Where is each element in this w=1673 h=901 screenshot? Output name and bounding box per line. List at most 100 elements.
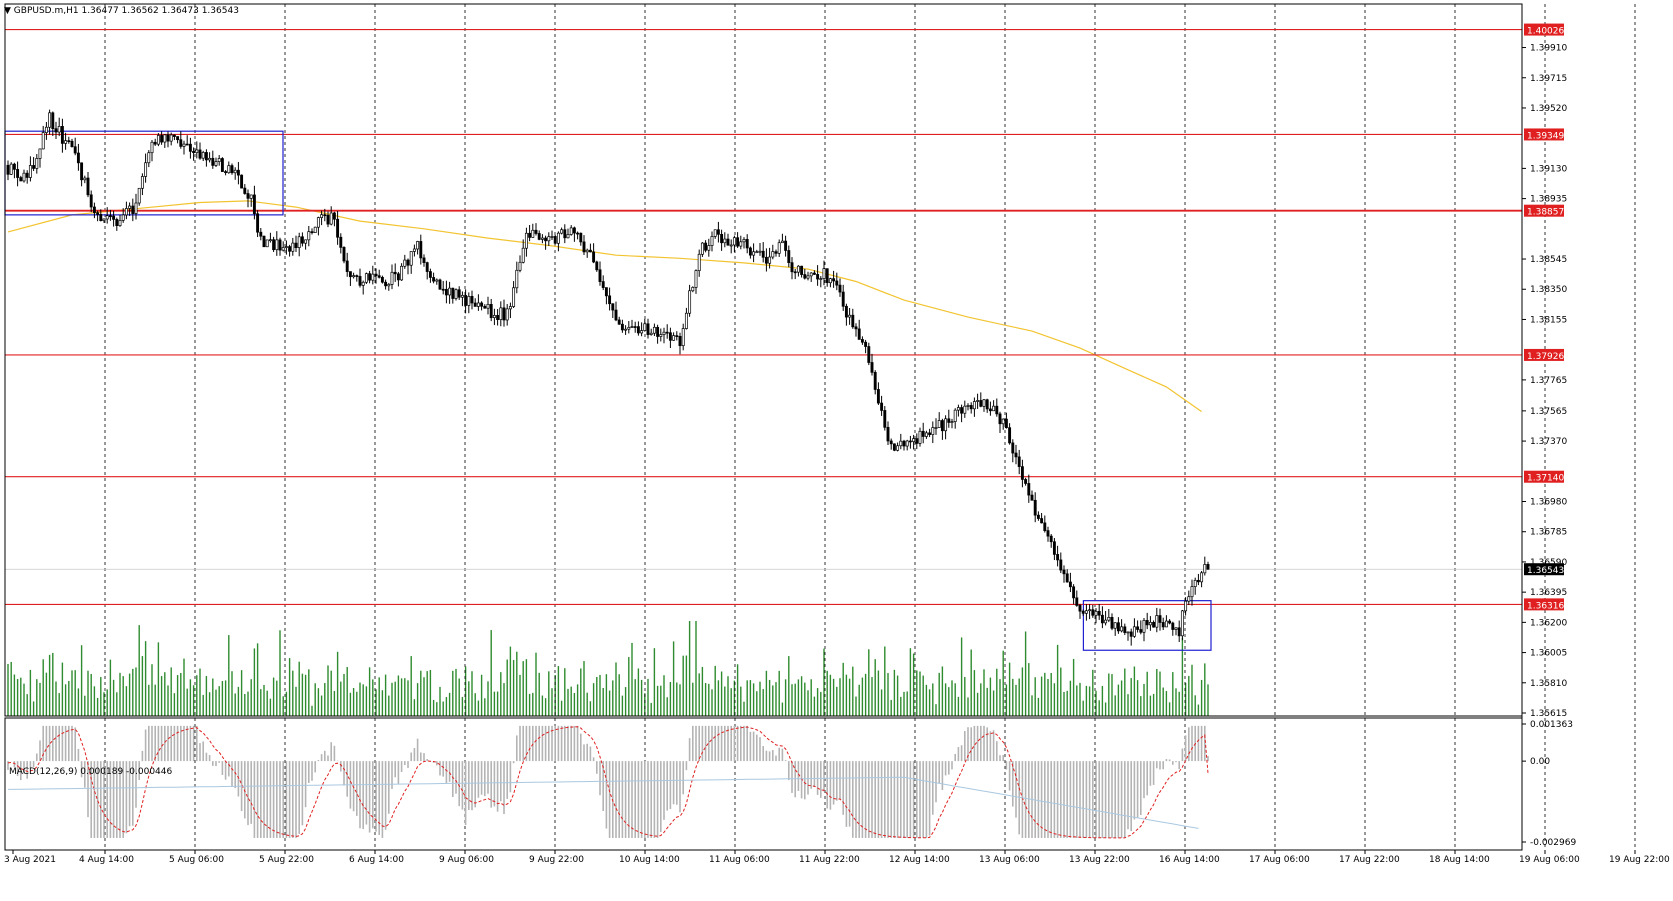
candle-body bbox=[883, 410, 887, 428]
candle-body bbox=[777, 242, 781, 254]
candle-body bbox=[563, 229, 567, 239]
candle-body bbox=[1033, 499, 1037, 516]
candle-body bbox=[224, 171, 228, 174]
candle-body bbox=[412, 248, 416, 252]
candle-body bbox=[451, 287, 455, 299]
candle-body bbox=[921, 430, 925, 437]
candle-body bbox=[1148, 622, 1152, 626]
candle-body bbox=[1024, 479, 1028, 484]
candle-body bbox=[265, 239, 269, 248]
candle-body bbox=[236, 169, 240, 176]
candle-body bbox=[12, 163, 16, 170]
candle-body bbox=[864, 341, 868, 347]
candle-body bbox=[252, 194, 256, 215]
candle-body bbox=[345, 260, 349, 272]
candle-body bbox=[995, 405, 999, 415]
candle-body bbox=[806, 275, 810, 279]
candle-body bbox=[649, 332, 653, 335]
candle-body bbox=[944, 418, 948, 432]
candle-body bbox=[700, 242, 704, 255]
candle-body bbox=[86, 177, 90, 196]
candle-body bbox=[1129, 631, 1133, 637]
candle-body bbox=[1097, 610, 1101, 616]
candle-body bbox=[1049, 535, 1053, 543]
candle-body bbox=[217, 158, 221, 162]
candle-body bbox=[723, 238, 727, 244]
price-tick-label: 1.37765 bbox=[1530, 376, 1567, 386]
candle-body bbox=[537, 233, 541, 240]
candle-body bbox=[1136, 626, 1140, 630]
candle-body bbox=[1145, 620, 1149, 626]
candle-body bbox=[156, 135, 160, 145]
candle-body bbox=[556, 232, 560, 244]
candle-body bbox=[950, 421, 954, 423]
moving-average-line bbox=[7, 200, 1202, 413]
candle-body bbox=[963, 405, 967, 414]
candle-body bbox=[448, 287, 452, 296]
candle-body bbox=[457, 289, 461, 298]
candle-body bbox=[307, 231, 311, 241]
candle-body bbox=[896, 445, 900, 451]
level-label-bg bbox=[1524, 128, 1564, 141]
candle-body bbox=[851, 314, 855, 328]
candle-body bbox=[915, 438, 919, 444]
price-tick-label: 1.39715 bbox=[1530, 74, 1567, 84]
candle-body bbox=[80, 162, 84, 181]
candle-body bbox=[598, 269, 602, 282]
candle-body bbox=[742, 239, 746, 243]
candle-body bbox=[300, 236, 304, 244]
candle-body bbox=[931, 427, 935, 435]
candle-body bbox=[393, 271, 397, 275]
collapse-arrow-icon[interactable]: ▼ bbox=[4, 6, 11, 16]
candle-body bbox=[147, 152, 151, 164]
candle-body bbox=[617, 319, 621, 325]
candle-body bbox=[476, 302, 480, 307]
candle-body bbox=[54, 128, 58, 133]
candle-body bbox=[681, 328, 685, 347]
candle-body bbox=[531, 229, 535, 238]
price-tick-label: 1.38155 bbox=[1530, 315, 1567, 325]
price-tick-label: 1.39520 bbox=[1530, 104, 1567, 114]
candle-body bbox=[1017, 456, 1021, 467]
candle-body bbox=[259, 231, 263, 237]
candle-body bbox=[739, 241, 743, 247]
candle-body bbox=[960, 407, 964, 414]
candle-body bbox=[99, 214, 103, 221]
candle-body bbox=[102, 218, 106, 221]
candle-body bbox=[1132, 626, 1136, 637]
current-price-label-bg bbox=[1524, 563, 1564, 576]
candle-body bbox=[28, 165, 32, 178]
candle-body bbox=[1052, 541, 1056, 555]
candle-body bbox=[1094, 610, 1098, 616]
candle-body bbox=[32, 165, 36, 169]
candle-body bbox=[544, 237, 548, 242]
candle-body bbox=[707, 245, 711, 251]
candle-body bbox=[547, 236, 551, 242]
candle-body bbox=[480, 302, 484, 307]
candle-body bbox=[803, 274, 807, 279]
candle-body bbox=[211, 157, 215, 166]
level-label: 1.38857 bbox=[1527, 208, 1564, 218]
candle-body bbox=[992, 405, 996, 412]
candle-body bbox=[998, 413, 1002, 425]
level-label-bg bbox=[1524, 204, 1564, 217]
candle-body bbox=[460, 295, 464, 298]
time-tick-label: 6 Aug 14:00 bbox=[349, 855, 404, 865]
candle-body bbox=[1200, 572, 1204, 583]
range-box bbox=[1082, 600, 1212, 651]
price-tick-label: 1.35615 bbox=[1530, 709, 1567, 719]
candle-body bbox=[809, 272, 813, 277]
candle-body bbox=[755, 251, 759, 254]
time-tick-label: 17 Aug 22:00 bbox=[1339, 855, 1400, 865]
candle-body bbox=[713, 229, 717, 237]
macd-values: 0.000189 -0.000446 bbox=[80, 767, 173, 777]
candle-body bbox=[182, 143, 186, 147]
candle-body bbox=[144, 162, 148, 177]
candle-body bbox=[342, 247, 346, 262]
candle-body bbox=[579, 232, 583, 243]
candle-body bbox=[1043, 522, 1047, 531]
candle-body bbox=[748, 247, 752, 256]
time-tick-label: 5 Aug 06:00 bbox=[169, 855, 224, 865]
candle-body bbox=[406, 259, 410, 266]
candle-body bbox=[784, 240, 788, 251]
